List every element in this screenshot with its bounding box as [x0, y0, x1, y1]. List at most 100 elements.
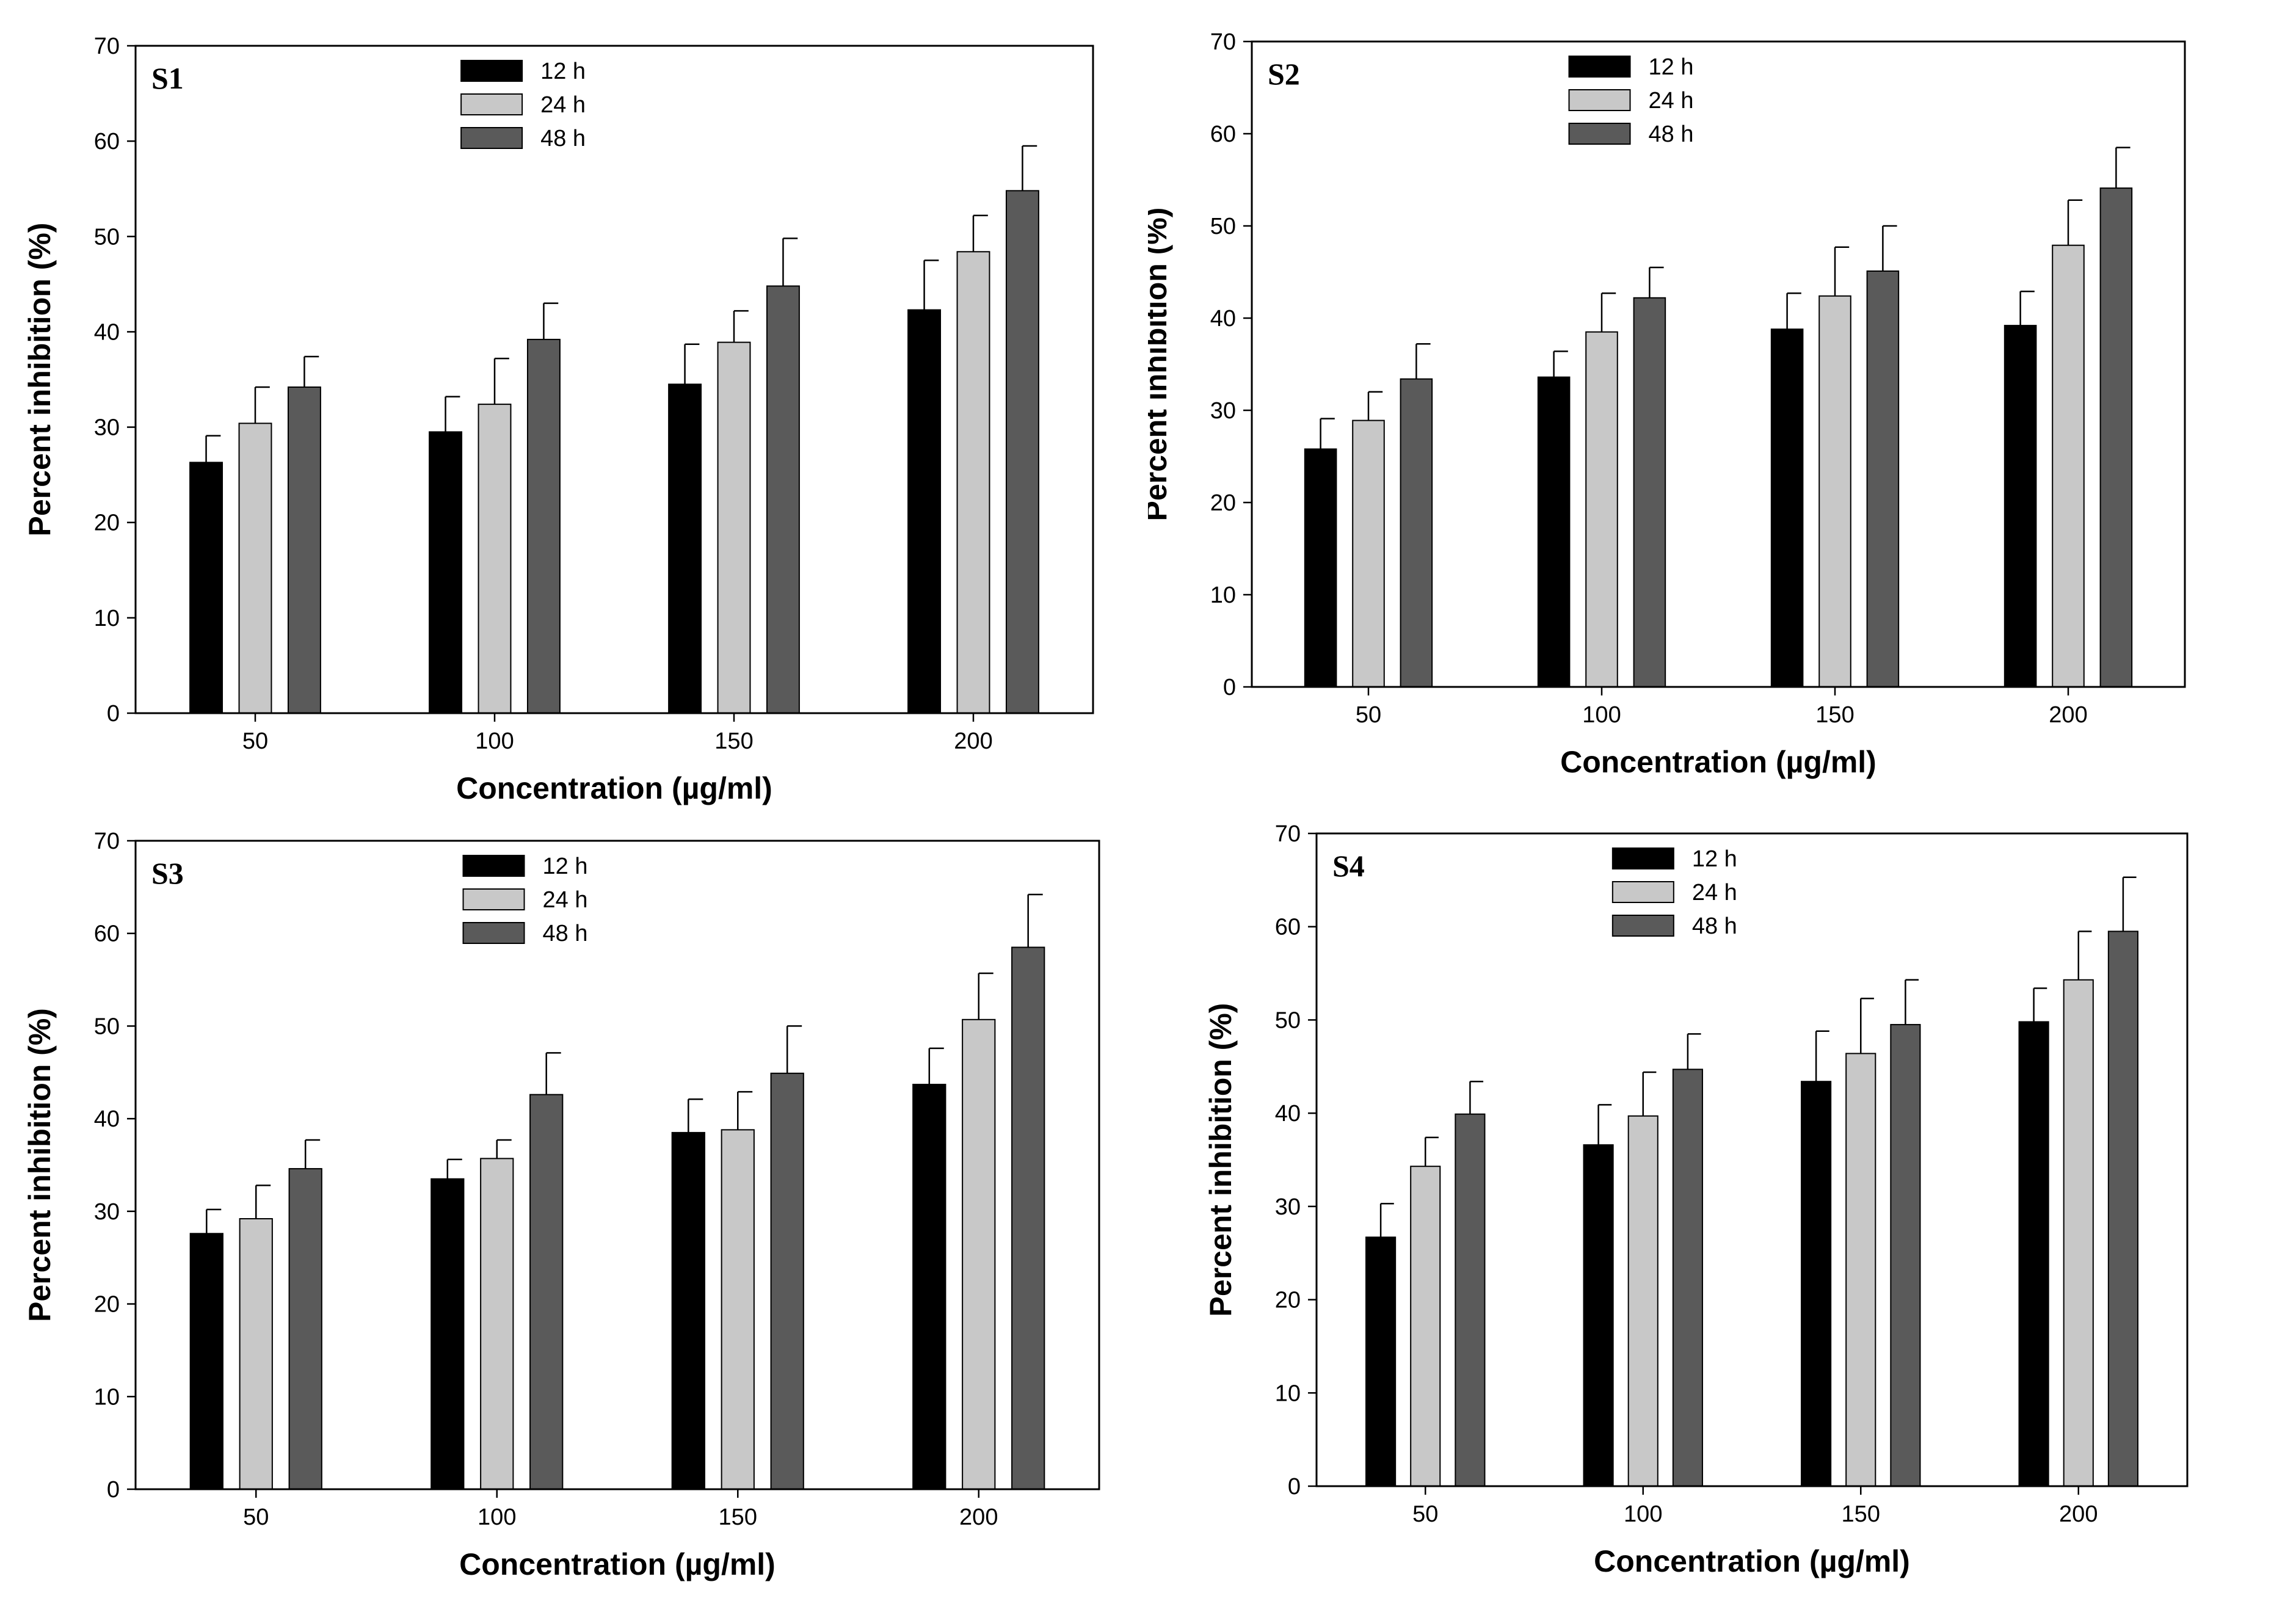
bar-12h-200: [2004, 325, 2037, 688]
y-tick-label: 10: [94, 606, 120, 631]
x-tick-label: 100: [475, 728, 514, 754]
y-tick-label: 50: [1210, 214, 1236, 239]
y-tick-label: 60: [1210, 122, 1236, 147]
bar-12h-50: [189, 462, 223, 714]
bar-24h-150: [1845, 1053, 1876, 1487]
y-tick-label: 70: [94, 34, 120, 59]
x-tick-label: 100: [1582, 702, 1621, 728]
y-tick-label: 40: [1275, 1101, 1301, 1127]
y-tick-label: 30: [1210, 398, 1236, 424]
chart-s3: 50 100 150 200 0 10 20 30 40 50 60 70 Concentration …: [0, 807, 1148, 1615]
bar-48h-50: [287, 386, 321, 714]
bar-24h-200: [2063, 979, 2094, 1487]
bar-48h-200: [2107, 931, 2138, 1487]
legend-label-48h: 48 h: [1649, 122, 1694, 147]
bar-24h-100: [1627, 1115, 1658, 1487]
y-tick-label: 60: [1275, 915, 1301, 940]
bar-24h-100: [480, 1158, 514, 1490]
legend-label-24h: 24 h: [1649, 88, 1694, 114]
x-axis-title: Concentration (µg/ml): [456, 771, 772, 805]
legend-swatch-24h: [460, 93, 523, 115]
y-tick-label: 0: [107, 1477, 120, 1503]
bar-24h-150: [717, 341, 751, 714]
bar-24h-200: [962, 1018, 996, 1490]
legend-swatch-12h: [462, 855, 525, 877]
bar-12h-150: [1770, 328, 1804, 688]
x-tick-label: 150: [1842, 1501, 1880, 1527]
y-tick-label: 20: [94, 510, 120, 536]
bar-24h-100: [1585, 331, 1618, 688]
y-tick-label: 40: [94, 319, 120, 345]
bar-12h-150: [668, 383, 702, 714]
x-tick-label: 150: [719, 1504, 757, 1530]
y-axis-title: Percent inhibition (%): [1204, 1003, 1238, 1317]
bar-12h-200: [912, 1084, 946, 1490]
plot-frame: [1315, 832, 2189, 1487]
legend-label-24h: 24 h: [1692, 880, 1737, 905]
bar-24h-50: [238, 423, 272, 714]
legend-swatch-24h: [1611, 881, 1674, 903]
bar-48h-50: [1455, 1113, 1486, 1487]
bar-48h-100: [1633, 297, 1666, 688]
legend-swatch-48h: [1568, 123, 1631, 145]
y-tick-label: 10: [1275, 1381, 1301, 1406]
x-tick-label: 50: [243, 1504, 269, 1530]
bar-48h-100: [526, 338, 561, 714]
x-tick-label: 50: [242, 728, 268, 754]
bar-12h-100: [431, 1178, 465, 1490]
legend-swatch-48h: [462, 922, 525, 944]
plot-frame: [134, 45, 1094, 714]
bar-24h-150: [1818, 295, 1851, 688]
x-tick-label: 50: [1356, 702, 1381, 728]
legend-swatch-48h: [460, 127, 523, 149]
bar-12h-100: [1583, 1144, 1614, 1487]
panel-label: S3: [151, 856, 184, 890]
bar-24h-200: [2052, 244, 2085, 688]
legend-label-12h: 12 h: [1692, 846, 1737, 872]
bar-12h-50: [1304, 448, 1337, 688]
bar-24h-150: [721, 1129, 755, 1490]
y-tick-label: 0: [107, 701, 120, 727]
y-tick-label: 0: [1288, 1474, 1301, 1500]
legend-label-48h: 48 h: [543, 921, 588, 946]
y-tick-label: 50: [94, 1014, 120, 1039]
y-tick-label: 20: [1275, 1288, 1301, 1313]
bar-48h-200: [1011, 946, 1045, 1490]
x-tick-label: 50: [1412, 1501, 1438, 1527]
legend-label-12h: 12 h: [543, 854, 588, 879]
bar-12h-200: [2018, 1021, 2049, 1487]
legend-swatch-12h: [460, 60, 523, 82]
y-tick-label: 40: [94, 1106, 120, 1132]
chart-s1: 50 100 150 200 0 10 20 30 40 50 60 70 Concentration …: [0, 0, 1148, 807]
x-axis-title: Concentration (µg/ml): [1594, 1544, 1910, 1578]
y-tick-label: 40: [1210, 306, 1236, 332]
x-tick-label: 150: [714, 728, 753, 754]
chart-s2-svg: 50 100 150 200 0 10 20 30 40 50 60 70 Concentration …: [1148, 29, 2186, 779]
y-axis-title: Percent inhibition (%): [23, 223, 57, 537]
plot-frame: [1251, 40, 2186, 688]
bar-24h-50: [1410, 1166, 1441, 1487]
y-tick-label: 10: [94, 1384, 120, 1410]
plot-frame: [134, 840, 1100, 1490]
bar-12h-100: [1537, 376, 1571, 688]
y-tick-label: 60: [94, 921, 120, 947]
x-tick-label: 150: [1815, 702, 1854, 728]
bar-48h-150: [1890, 1024, 1921, 1487]
x-tick-label: 100: [1624, 1501, 1662, 1527]
legend-swatch-12h: [1568, 56, 1631, 78]
panel-label: S1: [151, 61, 184, 95]
bar-48h-150: [1866, 270, 1900, 688]
legend-swatch-12h: [1611, 847, 1674, 869]
bar-48h-100: [529, 1094, 564, 1490]
bar-48h-150: [770, 1072, 804, 1490]
x-tick-label: 200: [2049, 702, 2087, 728]
chart-s3-svg: 50 100 150 200 0 10 20 30 40 50 60 70 Concentration …: [23, 829, 1100, 1581]
x-tick-label: 100: [478, 1504, 516, 1530]
bar-12h-150: [671, 1131, 705, 1490]
bar-48h-100: [1672, 1069, 1703, 1487]
x-tick-label: 200: [959, 1504, 998, 1530]
y-tick-label: 50: [1275, 1007, 1301, 1033]
bar-48h-200: [2099, 187, 2133, 688]
y-tick-label: 30: [94, 1199, 120, 1225]
y-tick-label: 50: [94, 224, 120, 250]
